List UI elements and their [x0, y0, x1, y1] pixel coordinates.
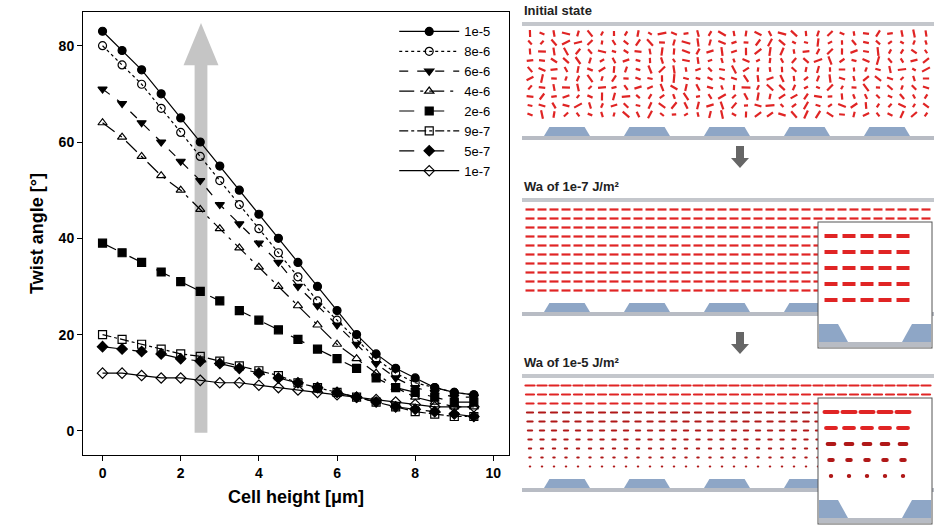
- svg-text:0: 0: [66, 423, 74, 439]
- svg-text:0: 0: [99, 465, 107, 481]
- svg-text:6: 6: [333, 465, 341, 481]
- svg-text:2: 2: [177, 465, 185, 481]
- svg-text:8e-6: 8e-6: [464, 44, 490, 59]
- svg-text:Twist angle [°]: Twist angle [°]: [27, 173, 47, 294]
- svg-text:20: 20: [59, 327, 75, 343]
- svg-text:5e-7: 5e-7: [464, 144, 490, 159]
- svg-text:40: 40: [59, 230, 75, 246]
- svg-text:8: 8: [411, 465, 419, 481]
- svg-text:1e-7: 1e-7: [464, 164, 490, 179]
- svg-text:60: 60: [59, 134, 75, 150]
- svg-text:6e-6: 6e-6: [464, 64, 490, 79]
- svg-text:Wa of 1e-7 J/m²: Wa of 1e-7 J/m²: [524, 179, 620, 194]
- svg-text:2e-6: 2e-6: [464, 104, 490, 119]
- svg-text:Wa of 1e-5 J/m²: Wa of 1e-5 J/m²: [524, 355, 620, 370]
- svg-text:Initial state: Initial state: [524, 3, 592, 18]
- svg-text:4: 4: [255, 465, 263, 481]
- svg-text:10: 10: [486, 465, 502, 481]
- svg-text:1e-5: 1e-5: [464, 24, 490, 39]
- svg-text:80: 80: [59, 38, 75, 54]
- svg-text:4e-6: 4e-6: [464, 84, 490, 99]
- svg-text:9e-7: 9e-7: [464, 124, 490, 139]
- svg-text:Cell height [μm]: Cell height [μm]: [228, 487, 364, 507]
